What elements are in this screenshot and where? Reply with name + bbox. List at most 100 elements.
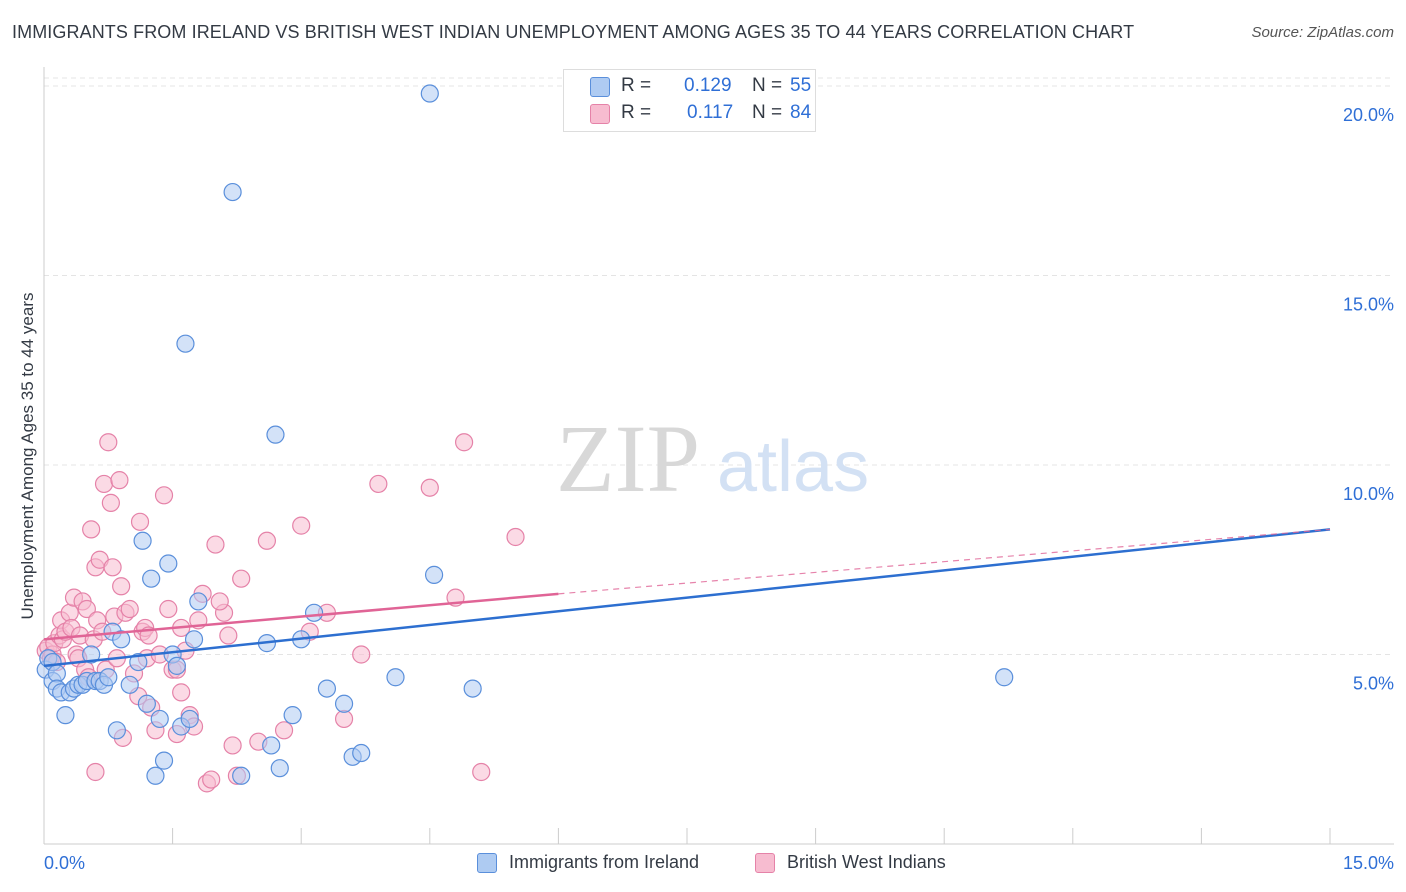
ireland-point xyxy=(334,694,354,713)
source-label: Source: ZipAtlas.com xyxy=(1251,24,1394,41)
bwi-point xyxy=(94,474,114,494)
ireland-point xyxy=(463,679,482,698)
bwi-point xyxy=(292,516,311,535)
trend-lines xyxy=(43,528,1331,668)
bwi-point xyxy=(112,577,131,596)
bwi-point xyxy=(77,599,96,619)
legend-swatch-pink xyxy=(590,104,610,124)
y-tick-label: 10.0% xyxy=(1343,484,1394,504)
legend-r-label: R = xyxy=(621,102,652,123)
chart-title: IMMIGRANTS FROM IRELAND VS BRITISH WEST … xyxy=(12,22,1135,42)
bwi-point xyxy=(99,433,118,452)
legend-r-label: R = xyxy=(621,75,652,96)
ireland-point xyxy=(112,630,131,649)
ireland-point xyxy=(142,569,161,588)
ireland-point xyxy=(167,656,186,675)
series-british-west-indians xyxy=(36,433,525,793)
ireland-point xyxy=(424,565,444,584)
bwi-point xyxy=(219,626,238,645)
ireland-point xyxy=(99,668,118,687)
ireland-point xyxy=(189,592,208,611)
bwi-point xyxy=(130,512,150,531)
axes xyxy=(43,67,1394,845)
bwi-trend-extension xyxy=(558,528,1331,595)
y-tick-label: 20.0% xyxy=(1343,105,1394,125)
ireland-point xyxy=(47,664,66,683)
ireland-point xyxy=(262,736,281,755)
bwi-point xyxy=(206,535,225,554)
ireland-point xyxy=(107,721,126,740)
legend-n-label: N = xyxy=(752,102,783,123)
ireland-point xyxy=(420,84,439,103)
watermark: ZIP atlas xyxy=(556,405,869,512)
y-tick-label: 15.0% xyxy=(1343,294,1394,314)
ireland-point xyxy=(133,531,152,550)
bottom-legend-label: Immigrants from Ireland xyxy=(509,852,700,872)
bwi-point xyxy=(159,599,178,619)
ireland-point xyxy=(184,630,204,649)
ireland-point xyxy=(150,709,169,729)
ireland-point xyxy=(56,706,75,725)
bottom-legend-label: British West Indians xyxy=(787,852,946,872)
ireland-point xyxy=(232,766,251,785)
bwi-point xyxy=(82,520,101,539)
x-tick-label: 15.0% xyxy=(1343,853,1394,873)
bottom-legend-swatch-pink xyxy=(755,853,775,873)
bwi-point xyxy=(101,493,120,512)
ireland-point xyxy=(154,751,174,770)
series-immigrants-from-ireland xyxy=(36,84,1014,785)
bwi-point xyxy=(352,645,371,664)
ireland-point xyxy=(82,645,101,664)
bwi-point xyxy=(103,558,122,577)
legend-n-value: 55 xyxy=(790,75,812,96)
ireland-point xyxy=(283,706,302,725)
tick-labels: 0.0% 15.0% 5.0% 10.0% 15.0% 20.0% xyxy=(44,105,1394,873)
legend-r-value: 0.129 xyxy=(684,75,732,96)
ireland-point xyxy=(146,766,165,785)
bwi-point xyxy=(232,569,251,588)
bwi-point xyxy=(86,762,105,782)
bwi-point xyxy=(223,736,242,755)
bwi-point xyxy=(210,592,229,611)
ireland-point xyxy=(317,679,337,698)
watermark-zip: ZIP xyxy=(556,405,700,512)
bwi-point xyxy=(369,474,388,494)
bwi-point xyxy=(110,471,129,490)
bwi-trend-line xyxy=(43,592,559,641)
grid-lines xyxy=(44,77,1394,655)
ireland-point xyxy=(159,554,178,573)
bwi-point xyxy=(506,527,525,547)
bwi-point xyxy=(257,531,277,550)
bottom-legend-swatch-blue xyxy=(477,853,497,873)
ireland-point xyxy=(266,425,285,444)
ireland-point xyxy=(120,675,139,694)
ireland-trend-line xyxy=(43,528,1331,668)
bwi-point xyxy=(120,599,139,619)
y-tick-label: 5.0% xyxy=(1353,673,1394,693)
bwi-point xyxy=(454,433,474,452)
ireland-point xyxy=(223,182,242,202)
correlation-legend: R = 0.129 N = 55 R = 0.117 N = 84 xyxy=(563,69,816,132)
legend-r-value: 0.117 xyxy=(687,102,734,123)
bwi-point xyxy=(334,709,354,729)
legend-swatch-blue xyxy=(590,77,610,97)
watermark-atlas: atlas xyxy=(717,427,869,507)
ireland-point xyxy=(304,603,324,622)
ireland-point xyxy=(137,694,156,713)
ireland-point xyxy=(386,668,405,687)
ireland-point xyxy=(129,652,148,672)
legend-n-label: N = xyxy=(752,75,783,96)
ireland-point xyxy=(180,709,199,729)
ireland-point xyxy=(352,743,371,763)
bwi-point xyxy=(154,486,174,505)
bwi-point xyxy=(472,762,491,782)
bwi-point xyxy=(274,721,294,740)
ireland-point xyxy=(995,668,1014,687)
bwi-point xyxy=(202,770,221,789)
x-tick-label: 0.0% xyxy=(44,853,85,873)
ireland-point xyxy=(270,759,289,778)
bwi-point xyxy=(172,683,191,702)
ireland-point xyxy=(176,334,195,353)
bwi-point xyxy=(420,478,439,497)
